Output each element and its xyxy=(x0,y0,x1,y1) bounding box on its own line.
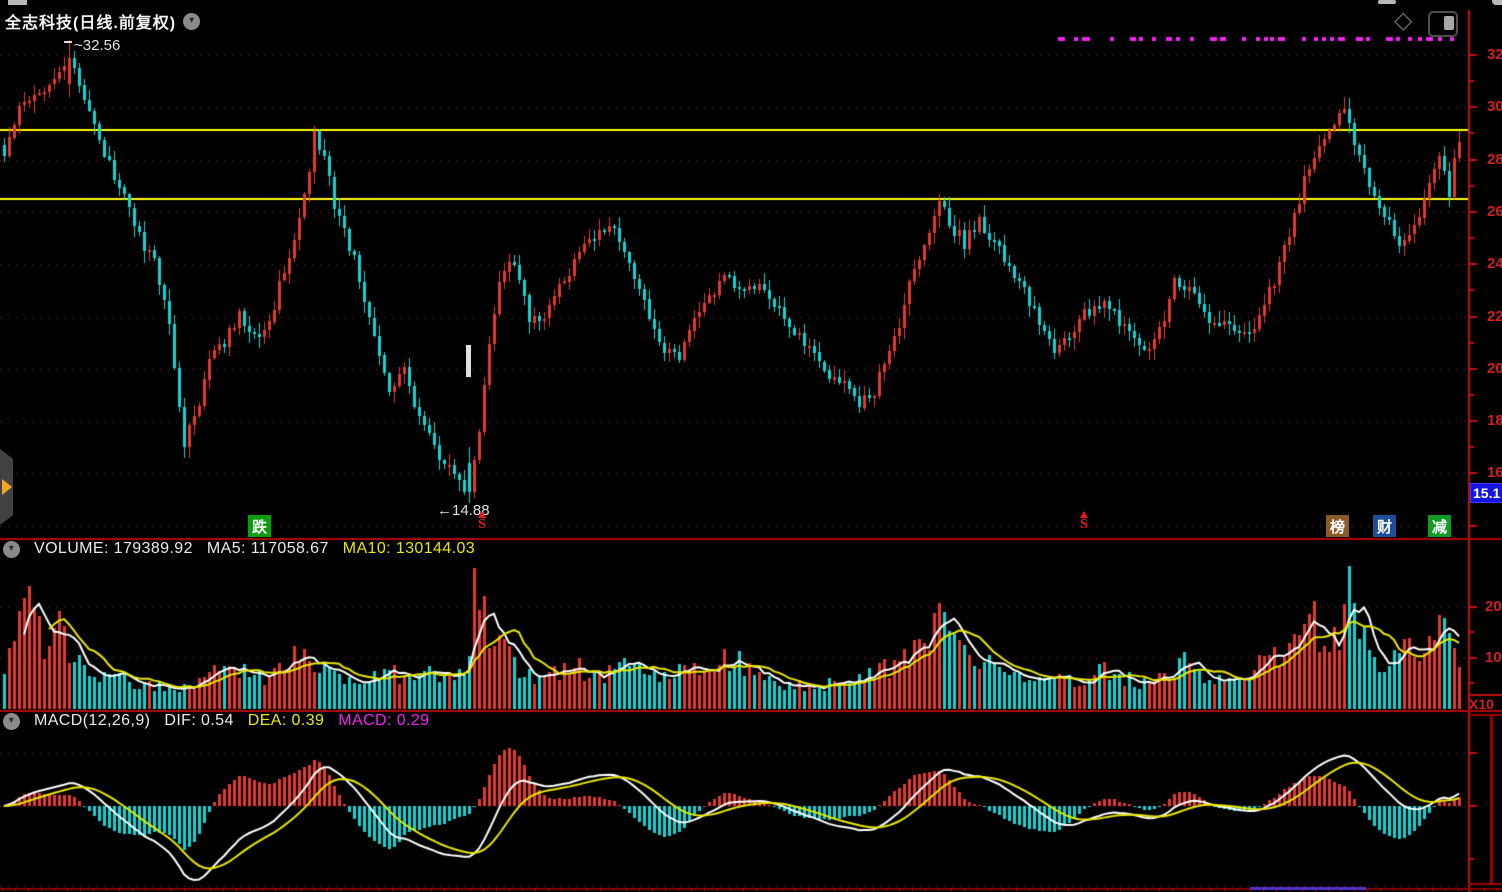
jian-badge[interactable]: 减 xyxy=(1428,515,1451,537)
cursor-artifact xyxy=(466,345,471,377)
axis-label: 24 xyxy=(1487,255,1502,272)
triangle-up-icon xyxy=(478,511,486,518)
ex-rights-marker-2[interactable]: S xyxy=(1076,511,1092,532)
axis-label: 22 xyxy=(1487,308,1502,325)
macd-collapse-button[interactable]: ▾ xyxy=(3,712,20,730)
volume-scale-label: X10 xyxy=(1469,696,1494,712)
axis-label: 26 xyxy=(1487,203,1502,220)
axis-label: 30 xyxy=(1487,98,1502,115)
die-badge[interactable]: 跌 xyxy=(248,515,271,537)
axis-label: 32 xyxy=(1487,46,1502,63)
window-layout-icon-fill xyxy=(1444,16,1454,30)
low-annotation: ←14.88 xyxy=(437,502,490,519)
axis-label: 10 xyxy=(1485,649,1502,666)
volume-value: VOLUME: 179389.92 xyxy=(34,540,193,557)
volume-collapse-button[interactable]: ▾ xyxy=(3,540,20,558)
window-edge-right xyxy=(1378,0,1396,4)
macd-name: MACD(12,26,9) xyxy=(34,712,151,729)
diamond-icon[interactable]: ◇ xyxy=(1394,7,1413,34)
macd-dif-value: DIF: 0.54 xyxy=(164,712,234,729)
window-layout-icon[interactable] xyxy=(1428,11,1458,37)
volume-ma5-value: MA5: 117058.67 xyxy=(206,540,329,557)
high-tick-mark xyxy=(64,41,72,43)
chart-titlebar: 全志科技(日线.前复权) ▾ xyxy=(5,9,201,33)
chevron-right-icon xyxy=(2,479,12,495)
high-annotation: ~32.56 xyxy=(74,37,121,54)
volume-header: ▾ VOLUME: 179389.92 MA5: 117058.67 MA10:… xyxy=(3,540,475,558)
chevron-down-icon: ▾ xyxy=(189,15,195,26)
cai-badge[interactable]: 财 xyxy=(1373,515,1396,537)
left-expand-handle[interactable] xyxy=(0,449,13,525)
macd-dea-value: DEA: 0.39 xyxy=(247,712,325,729)
macd-macd-value: MACD: 0.29 xyxy=(338,712,430,729)
price-badge: 15.1 xyxy=(1470,483,1502,503)
chevron-down-icon: ▾ xyxy=(8,543,15,554)
window-edge-tab xyxy=(8,0,27,5)
axis-label: 20 xyxy=(1485,598,1502,615)
page-title: 全志科技(日线.前复权) xyxy=(5,15,177,32)
macd-header: ▾ MACD(12,26,9) DIF: 0.54 DEA: 0.39 MACD… xyxy=(3,712,429,730)
axis-label: 18 xyxy=(1487,412,1502,429)
volume-ma10-value: MA10: 130144.03 xyxy=(342,540,476,557)
axis-label: 16 xyxy=(1487,464,1502,481)
window-corner xyxy=(1492,0,1502,5)
title-collapse-button[interactable]: ▾ xyxy=(183,12,201,30)
ex-rights-marker-1[interactable]: S xyxy=(474,511,490,532)
axis-label: 28 xyxy=(1487,151,1502,168)
triangle-up-icon xyxy=(1080,511,1088,518)
bang-badge[interactable]: 榜 xyxy=(1326,515,1349,537)
chevron-down-icon: ▾ xyxy=(8,715,15,726)
axis-label: 20 xyxy=(1487,360,1502,377)
